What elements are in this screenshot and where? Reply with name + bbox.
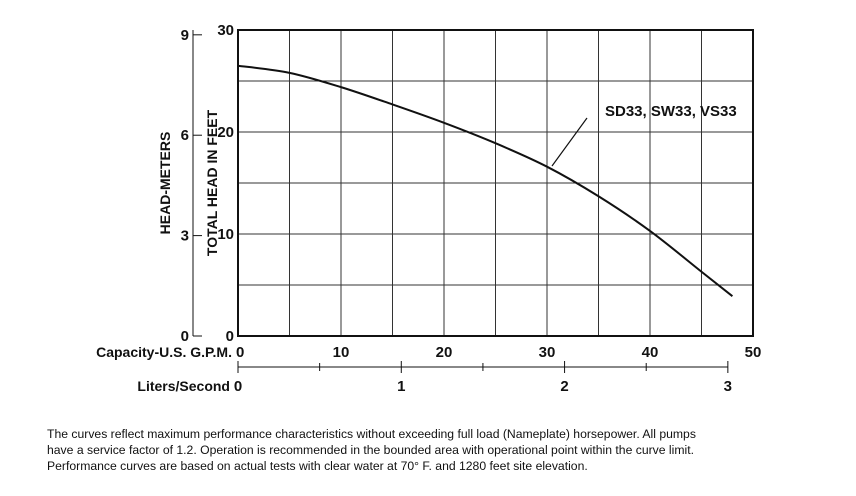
- y-tick-label: 10: [217, 226, 234, 243]
- gpm-axis-title: Capacity-U.S. G.P.M.: [96, 344, 232, 360]
- footnote-line-1: The curves reflect maximum performance c…: [47, 427, 696, 441]
- plot-border: [237, 29, 754, 337]
- series-label: SD33, SW33, VS33: [605, 103, 737, 120]
- pump-performance-chart: 0 3 6 9 0 10 20 30 40 50 0 1 2 3 HEAD-METERS TOTAL …: [96, 22, 761, 395]
- head-meters-tick-label: 0: [181, 328, 189, 345]
- head-meters-tick-label: 9: [181, 27, 189, 44]
- head-meters-ticks: 0 3 6 9: [181, 27, 202, 345]
- total-head-axis-title: TOTAL HEAD IN FEET: [204, 109, 220, 256]
- liters-tick-label: 1: [397, 378, 405, 395]
- footnote-line-2: have a service factor of 1.2. Operation …: [47, 443, 694, 457]
- liters-tick-label: 3: [724, 378, 732, 395]
- x-tick-label: 10: [333, 344, 350, 361]
- head-meters-tick-label: 3: [181, 228, 189, 245]
- y-tick-label: 30: [217, 22, 234, 39]
- y-tick-label: 20: [217, 124, 234, 141]
- x-tick-label: 40: [642, 344, 659, 361]
- liters-axis-title: Liters/Second: [137, 378, 230, 394]
- series-line-sd33-sw33-vs33: [237, 64, 734, 298]
- x-tick-label: 20: [436, 344, 453, 361]
- liters-tick-label: 2: [560, 378, 568, 395]
- x-tick-label: 30: [539, 344, 556, 361]
- x-tick-label: 0: [236, 344, 244, 361]
- liters-tick-label: 0: [234, 378, 242, 395]
- y-tick-label: 0: [226, 328, 234, 345]
- x-tick-label: 50: [745, 344, 762, 361]
- grid-lines: [238, 30, 753, 336]
- gpm-ticks: 0 10 20 30 40 50: [236, 344, 761, 361]
- head-meters-tick-label: 6: [181, 127, 189, 144]
- footnote: The curves reflect maximum performance c…: [47, 426, 827, 474]
- series-label-leader: [551, 117, 588, 167]
- footnote-line-3: Performance curves are based on actual t…: [47, 459, 588, 473]
- head-meters-axis-title: HEAD-METERS: [157, 132, 173, 235]
- liters-ticks: 0 1 2 3: [234, 361, 732, 395]
